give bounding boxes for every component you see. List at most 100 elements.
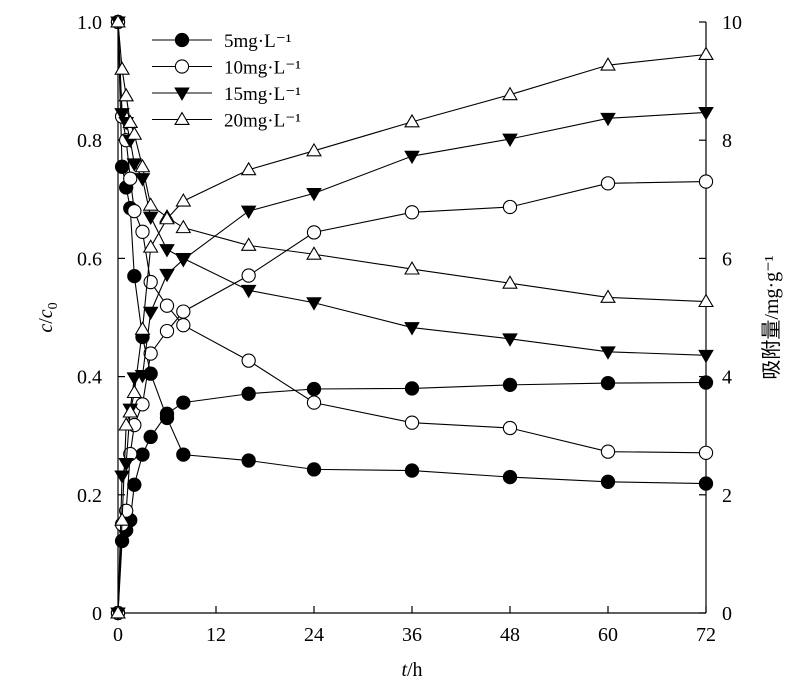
legend: 5mg·L⁻¹ 10mg·L⁻¹ 15mg·L⁻¹ 20mg·L⁻¹ <box>152 31 301 132</box>
data-point <box>698 293 714 308</box>
data-point <box>135 397 150 412</box>
legend-marker <box>174 111 190 125</box>
x-tick-label: 72 <box>696 624 716 646</box>
data-point <box>175 193 192 207</box>
legend-marker <box>174 32 190 48</box>
legend-label: 15mg·L⁻¹ <box>224 84 301 105</box>
data-point <box>143 429 158 445</box>
data-point <box>600 57 616 71</box>
data-point <box>600 112 616 127</box>
data-point <box>502 333 518 347</box>
data-point <box>159 323 175 339</box>
data-point <box>135 224 150 239</box>
y-right-tick-label: 10 <box>722 12 742 34</box>
data-point <box>142 306 159 321</box>
x-tick-label: 0 <box>113 624 123 646</box>
data-point <box>126 372 143 386</box>
data-point <box>502 469 518 485</box>
data-point <box>118 87 135 102</box>
data-point <box>134 158 151 173</box>
data-point <box>600 176 616 191</box>
data-point <box>114 61 130 75</box>
x-axis-title-var: t <box>401 659 407 681</box>
data-point <box>698 46 714 61</box>
legend-item: 5mg·L⁻¹ <box>152 31 292 52</box>
data-point <box>698 445 714 460</box>
y-left-tick-label: 0.6 <box>77 248 102 270</box>
data-point <box>134 369 151 384</box>
y-left-axis-title-sub: 0 <box>46 302 61 309</box>
data-point <box>241 453 256 468</box>
x-tick-label: 24 <box>304 624 324 646</box>
data-point <box>404 415 420 430</box>
data-point <box>698 349 714 364</box>
data-point <box>241 268 256 283</box>
data-point <box>698 375 714 390</box>
data-point <box>306 462 322 477</box>
data-point <box>143 346 158 361</box>
data-point <box>134 173 151 187</box>
data-point <box>159 210 175 225</box>
series-4 <box>110 16 714 364</box>
y-right-tick-label: 8 <box>722 130 732 152</box>
y-left-tick-label: 1.0 <box>77 12 102 34</box>
data-point <box>306 225 322 240</box>
data-point <box>306 381 322 397</box>
data-point <box>404 322 420 336</box>
data-point <box>502 86 518 101</box>
data-point <box>404 205 420 220</box>
data-point <box>502 420 518 436</box>
data-point <box>175 254 192 268</box>
data-point <box>306 246 322 260</box>
y-left-tick-label: 0.2 <box>77 485 102 507</box>
data-point <box>502 199 518 215</box>
series-1 <box>110 375 714 621</box>
data-point <box>176 395 191 410</box>
data-point <box>404 113 420 128</box>
data-point <box>142 239 159 253</box>
legend-item: 10mg·L⁻¹ <box>152 58 301 79</box>
data-point <box>404 261 420 275</box>
data-point <box>241 353 256 368</box>
data-point <box>110 13 126 28</box>
data-point <box>600 474 616 489</box>
series-7 <box>110 46 714 619</box>
x-axis-title: t/h <box>401 659 422 681</box>
data-point <box>118 458 134 472</box>
data-point <box>176 318 191 333</box>
data-point <box>175 219 192 234</box>
data-point <box>122 404 139 418</box>
data-point <box>159 406 175 421</box>
data-point <box>176 447 191 462</box>
y-right-tick-label: 0 <box>722 603 732 625</box>
x-tick-label: 60 <box>598 624 618 646</box>
legend-label: 20mg·L⁻¹ <box>224 111 301 132</box>
data-point <box>159 244 175 258</box>
data-point <box>600 375 616 391</box>
legend-label: 5mg·L⁻¹ <box>224 31 292 52</box>
legend-item: 15mg·L⁻¹ <box>152 84 301 105</box>
series-line <box>117 21 707 485</box>
data-point <box>600 444 616 459</box>
y-left-axis-title-slash: / <box>35 318 57 324</box>
x-axis: 0 12 24 36 48 60 72 <box>113 606 716 646</box>
data-point <box>126 384 143 399</box>
data-point <box>114 108 130 122</box>
data-point <box>118 417 135 431</box>
y-left-tick-label: 0.4 <box>77 367 102 389</box>
x-tick-label: 12 <box>206 624 226 646</box>
plot-frame <box>117 22 707 614</box>
data-point <box>122 114 139 128</box>
x-tick-label: 48 <box>500 624 520 646</box>
data-point <box>127 268 142 284</box>
series-layer <box>110 13 714 621</box>
series-line <box>117 181 707 614</box>
data-point <box>114 512 130 526</box>
data-point <box>600 346 616 360</box>
y-left-tick-label: 0 <box>92 603 102 625</box>
data-point <box>134 321 151 335</box>
series-line <box>117 21 707 356</box>
data-point <box>306 395 322 410</box>
y-right-tick-label: 2 <box>722 485 732 507</box>
series-3 <box>110 174 714 621</box>
